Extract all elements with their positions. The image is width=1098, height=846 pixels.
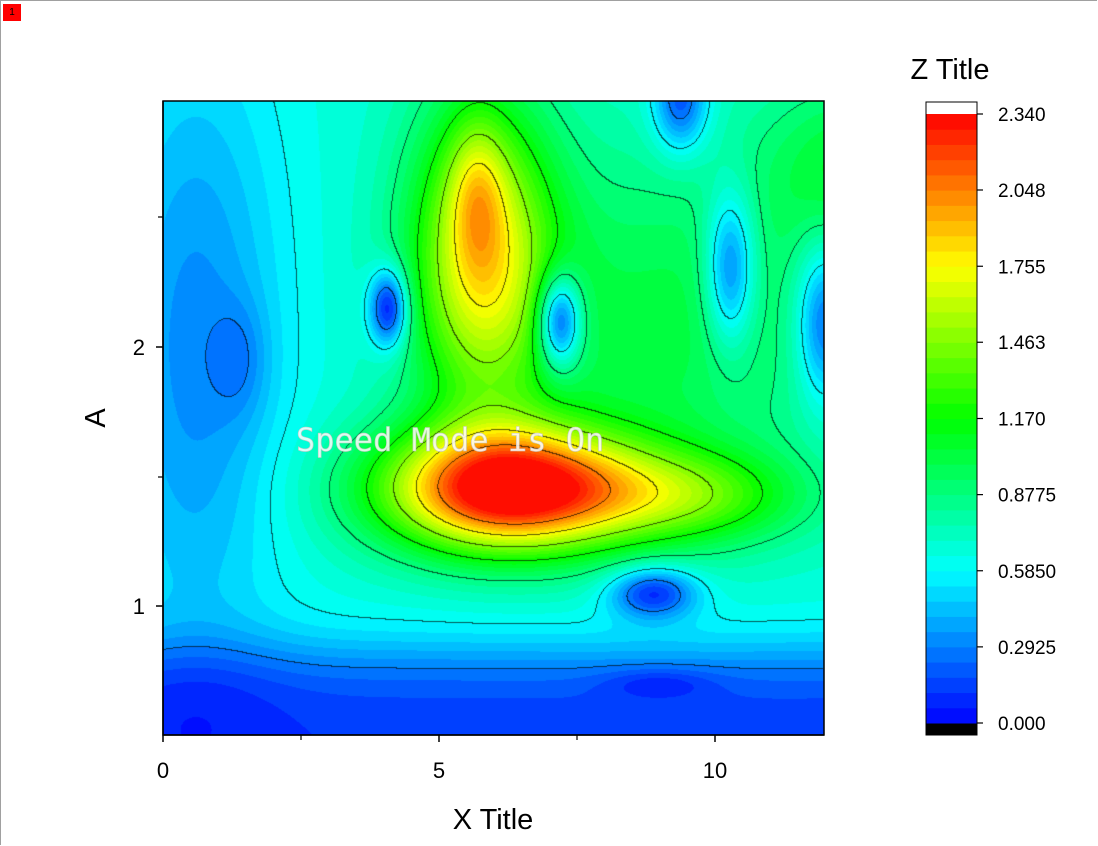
speed-mode-watermark: Speed Mode is On [296, 421, 604, 459]
y-tick-label: 2 [133, 335, 145, 360]
colorbar-overflow-band [926, 102, 977, 114]
colorbar-band [926, 525, 977, 541]
colorbar-underflow-band [926, 723, 977, 735]
colorbar-band [926, 692, 977, 709]
colorbar-tick-label: 0.000 [998, 714, 1046, 735]
colorbar-band [926, 707, 977, 724]
colorbar-band [926, 266, 977, 282]
colorbar-title[interactable]: Z Title [911, 54, 990, 86]
colorbar-band [926, 479, 977, 496]
colorbar-band [926, 129, 977, 145]
colorbar-band [926, 190, 977, 206]
colorbar-tick-label: 2.048 [998, 181, 1046, 202]
colorbar-band [926, 418, 977, 435]
x-tick-label: 0 [157, 758, 169, 783]
colorbar-band [926, 388, 977, 404]
page-badge[interactable]: 1 [3, 4, 21, 21]
y-axis: 1 2 A [80, 101, 164, 735]
y-axis-title[interactable]: A [80, 408, 112, 428]
plot-area [162, 100, 825, 736]
colorbar-band [926, 677, 977, 694]
colorbar-band [926, 555, 977, 572]
colorbar-band [926, 570, 977, 587]
x-tick-label: 10 [703, 758, 727, 783]
colorbar-ticks: 2.340 2.048 1.755 1.463 1.170 0.8775 0.5850 0.2… [977, 105, 1056, 735]
colorbar-band [926, 114, 977, 130]
colorbar-band [926, 646, 977, 663]
colorbar-tick-label: 2.340 [998, 105, 1046, 126]
x-axis-title[interactable]: X Title [453, 804, 534, 836]
colorbar-band [926, 327, 977, 343]
x-tick-label: 5 [433, 758, 445, 783]
colorbar-band [926, 540, 977, 557]
colorbar-tick-label: 0.8775 [998, 486, 1056, 507]
colorbar-tick-label: 1.755 [998, 257, 1046, 278]
colorbar-band [926, 235, 977, 252]
colorbar-band [926, 342, 977, 359]
colorbar-band [926, 372, 977, 389]
colorbar-band [926, 174, 977, 191]
colorbar-band [926, 601, 977, 617]
colorbar-band [926, 448, 977, 465]
colorbar-band [926, 311, 977, 328]
colorbar-band [926, 631, 977, 648]
y-tick-label: 1 [133, 594, 145, 619]
colorbar-band [926, 281, 977, 298]
x-axis: 0 5 10 X Title [157, 734, 824, 836]
colorbar-bands [926, 102, 977, 735]
colorbar-band [926, 509, 977, 526]
colorbar-band [926, 205, 977, 222]
colorbar-band [926, 357, 977, 374]
colorbar-band [926, 296, 977, 313]
colorbar-band [926, 662, 977, 678]
colorbar-band [926, 144, 977, 161]
colorbar-band [926, 433, 977, 450]
colorbar-tick-label: 0.5850 [998, 562, 1056, 583]
colorbar-band [926, 251, 977, 267]
colorbar-tick-label: 0.2925 [998, 638, 1056, 659]
colorbar-band [926, 616, 977, 633]
colorbar-band [926, 585, 977, 602]
colorbar[interactable]: Z Title 2.340 2.048 1.755 1.463 1.170 0.8775 0… [911, 54, 1057, 736]
colorbar-band [926, 220, 977, 237]
colorbar-band [926, 159, 977, 176]
colorbar-band [926, 403, 977, 419]
colorbar-tick-label: 1.463 [998, 333, 1046, 354]
colorbar-band [926, 494, 977, 511]
colorbar-band [926, 464, 977, 480]
colorbar-tick-label: 1.170 [998, 410, 1046, 431]
